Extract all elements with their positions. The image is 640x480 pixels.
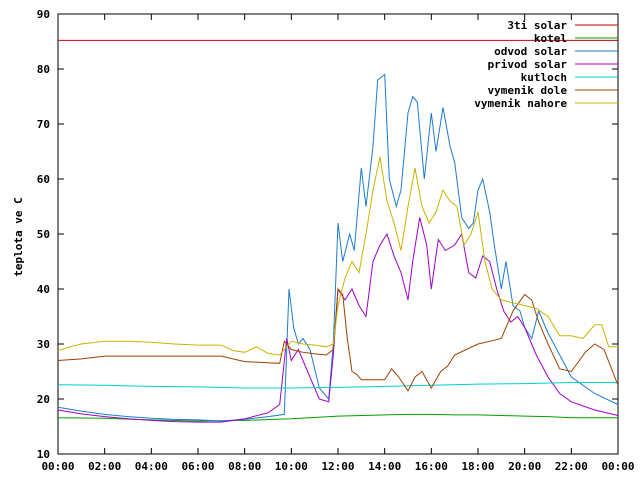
x-tick-label: 04:00 (135, 460, 168, 473)
x-tick-label: 16:00 (415, 460, 448, 473)
x-tick-label: 00:00 (41, 460, 74, 473)
series-line-kutloch (57, 382, 618, 389)
legend-label: kotel (534, 32, 567, 45)
x-tick-label: 12:00 (321, 460, 354, 473)
x-tick-label: 02:00 (88, 460, 121, 473)
y-tick-label: 30 (37, 338, 50, 351)
y-tick-label: 60 (37, 173, 50, 186)
x-tick-label: 20:00 (508, 460, 541, 473)
legend-label: odvod solar (494, 45, 567, 58)
legend-label: vymenik dole (488, 84, 568, 97)
y-tick-label: 10 (37, 448, 50, 461)
x-tick-label: 06:00 (181, 460, 214, 473)
x-tick-label: 08:00 (228, 460, 261, 473)
y-tick-label: 40 (37, 283, 50, 296)
axis-ticks (57, 13, 619, 455)
legend-label: 3ti solar (507, 19, 567, 32)
series-line-kotel (57, 413, 618, 422)
x-tick-label: 00:00 (601, 460, 634, 473)
legend-label: vymenik nahore (474, 97, 567, 110)
legend-label: kutloch (521, 71, 567, 84)
legend-label: privod solar (488, 58, 568, 71)
axis-tick-labels: 10 20 30 40 50 60 70 80 90 00:00 02:00 04:00 06:00 08… (37, 8, 635, 473)
y-tick-label: 90 (37, 8, 50, 21)
series-line-privod-solar (57, 217, 619, 423)
x-tick-label: 14:00 (368, 460, 401, 473)
y-tick-label: 80 (37, 63, 50, 76)
series-line-vymenik-dole (57, 287, 619, 392)
series-line-odvod-solar (57, 73, 619, 422)
series-lines (57, 39, 619, 423)
y-tick-label: 70 (37, 118, 50, 131)
y-tick-label: 50 (37, 228, 50, 241)
series-line-vymenik-nahore (57, 156, 618, 356)
x-tick-label: 22:00 (555, 460, 588, 473)
x-tick-label: 10:00 (275, 460, 308, 473)
y-tick-label: 20 (37, 393, 50, 406)
x-tick-label: 18:00 (461, 460, 494, 473)
y-axis-label: teplota ve C (12, 197, 25, 276)
